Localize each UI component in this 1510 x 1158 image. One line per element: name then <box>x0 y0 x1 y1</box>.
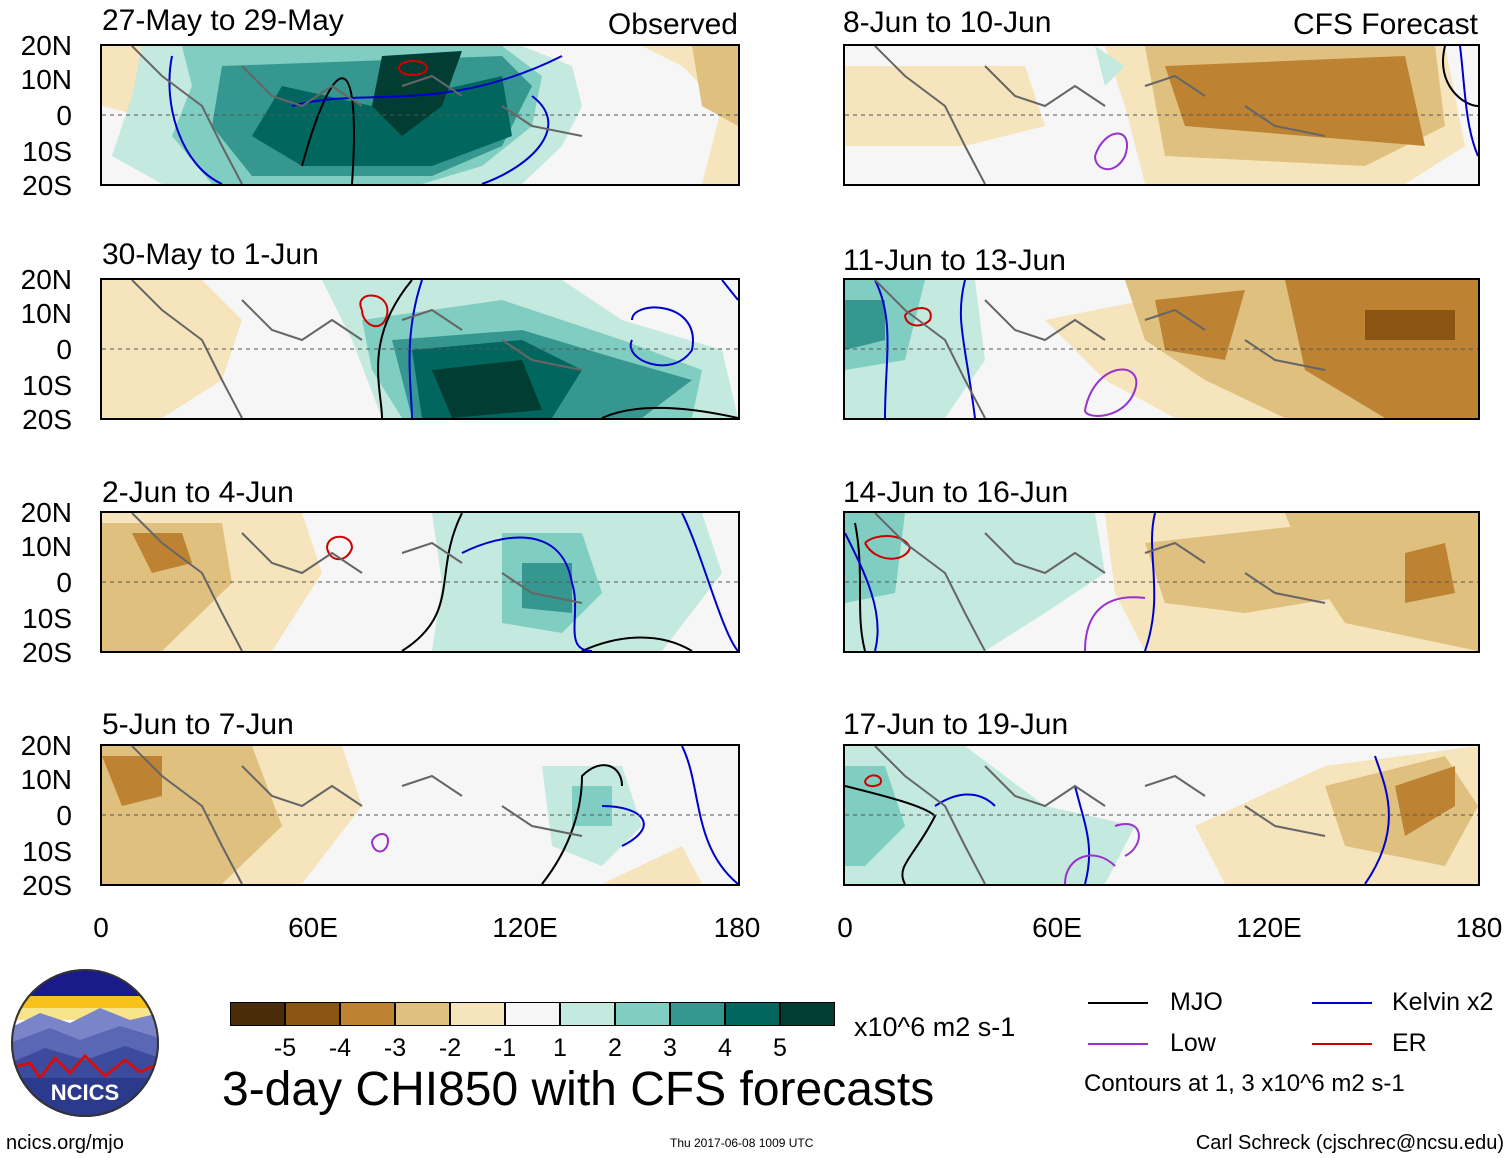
er-legend-line <box>1312 1043 1372 1045</box>
lat-label: 10S <box>22 836 72 867</box>
lat-label: 0 <box>56 100 72 131</box>
er-legend-label: ER <box>1392 1029 1427 1057</box>
panel-title: 8-Jun to 10-Jun <box>843 6 1052 39</box>
lat-label: 20N <box>20 264 72 295</box>
colorbar-swatch <box>780 1002 835 1026</box>
kelvin-legend-label: Kelvin x2 <box>1392 988 1494 1016</box>
lat-label: 20S <box>22 404 72 435</box>
logo-text: NCICS <box>51 1080 119 1105</box>
colorbar-swatch <box>340 1002 395 1026</box>
panel-title: 27-May to 29-May <box>102 4 344 37</box>
panel-title: 11-Jun to 13-Jun <box>843 244 1066 277</box>
colorbar-tick: 3 <box>663 1034 677 1062</box>
lat-label: 0 <box>56 567 72 598</box>
colorbar-tick: -3 <box>383 1034 407 1062</box>
colorbar-tick: -4 <box>328 1034 352 1062</box>
lon-label: 60E <box>288 912 338 943</box>
ncics-logo: NCICS <box>10 968 160 1118</box>
colorbar-swatch <box>725 1002 780 1026</box>
map-observed-1 <box>100 44 740 186</box>
lat-label: 10S <box>22 136 72 167</box>
lat-label: 0 <box>56 334 72 365</box>
lon-label: 120E <box>1236 912 1302 943</box>
forecast-label: CFS Forecast <box>1292 8 1478 41</box>
map-forecast-2 <box>843 278 1480 420</box>
colorbar-tick: 2 <box>608 1034 622 1062</box>
colorbar-swatch <box>395 1002 450 1026</box>
timestamp: Thu 2017-06-08 1009 UTC <box>670 1136 814 1150</box>
lat-label: 10N <box>20 531 72 562</box>
panel-title: 14-Jun to 16-Jun <box>843 476 1069 509</box>
low-legend-label: Low <box>1170 1029 1216 1057</box>
lat-label: 10N <box>20 298 72 329</box>
lat-label: 20S <box>22 170 72 201</box>
map-observed-4 <box>100 744 740 886</box>
lat-label: 20N <box>20 30 72 61</box>
lat-label: 10S <box>22 370 72 401</box>
colorbar-tick: 1 <box>553 1034 567 1062</box>
author-credit: Carl Schreck (cjschrec@ncsu.edu) <box>1195 1132 1504 1154</box>
colorbar-swatch <box>560 1002 615 1026</box>
lat-label: 10S <box>22 603 72 634</box>
colorbar-swatch <box>285 1002 340 1026</box>
map-observed-3 <box>100 511 740 653</box>
colorbar-swatch <box>670 1002 725 1026</box>
lat-label: 20N <box>20 497 72 528</box>
observed-label: Observed <box>607 8 738 41</box>
mjo-legend-line <box>1088 1002 1148 1004</box>
lat-label: 20N <box>20 730 72 761</box>
lon-label: 180 <box>1455 912 1503 943</box>
colorbar-swatch <box>230 1002 285 1026</box>
colorbar-tick: 4 <box>718 1034 732 1062</box>
colorbar-tick: -2 <box>438 1034 462 1062</box>
lat-label: 20S <box>22 637 72 668</box>
kelvin-legend-line <box>1312 1002 1372 1004</box>
map-forecast-1 <box>843 44 1480 186</box>
map-observed-2 <box>100 278 740 420</box>
main-title: 3-day CHI850 with CFS forecasts <box>222 1063 935 1116</box>
lat-label: 10N <box>20 64 72 95</box>
lon-label: 0 <box>837 912 853 943</box>
contours-note: Contours at 1, 3 x10^6 m2 s-1 <box>1084 1070 1405 1097</box>
colorbar-swatch <box>615 1002 670 1026</box>
colorbar-tick: -1 <box>493 1034 517 1062</box>
lon-label: 120E <box>492 912 558 943</box>
low-legend-line <box>1088 1043 1148 1045</box>
colorbar-swatch <box>505 1002 560 1026</box>
colorbar-units: x10^6 m2 s-1 <box>854 1012 1016 1042</box>
panel-title: 2-Jun to 4-Jun <box>102 476 294 509</box>
lat-label: 10N <box>20 764 72 795</box>
lat-label: 0 <box>56 800 72 831</box>
lon-label: 0 <box>93 912 109 943</box>
map-forecast-3 <box>843 511 1480 653</box>
panel-title: 17-Jun to 19-Jun <box>843 708 1069 741</box>
colorbar-tick: -5 <box>273 1034 297 1062</box>
panel-title: 30-May to 1-Jun <box>102 238 319 271</box>
panel-title: 5-Jun to 7-Jun <box>102 708 294 741</box>
colorbar-tick: 5 <box>773 1034 787 1062</box>
lon-label: 180 <box>713 912 761 943</box>
lon-label: 60E <box>1032 912 1082 943</box>
lat-label: 20S <box>22 870 72 901</box>
site-link[interactable]: ncics.org/mjo <box>6 1132 124 1154</box>
map-forecast-4 <box>843 744 1480 886</box>
mjo-legend-label: MJO <box>1170 988 1223 1016</box>
colorbar-swatch <box>450 1002 505 1026</box>
